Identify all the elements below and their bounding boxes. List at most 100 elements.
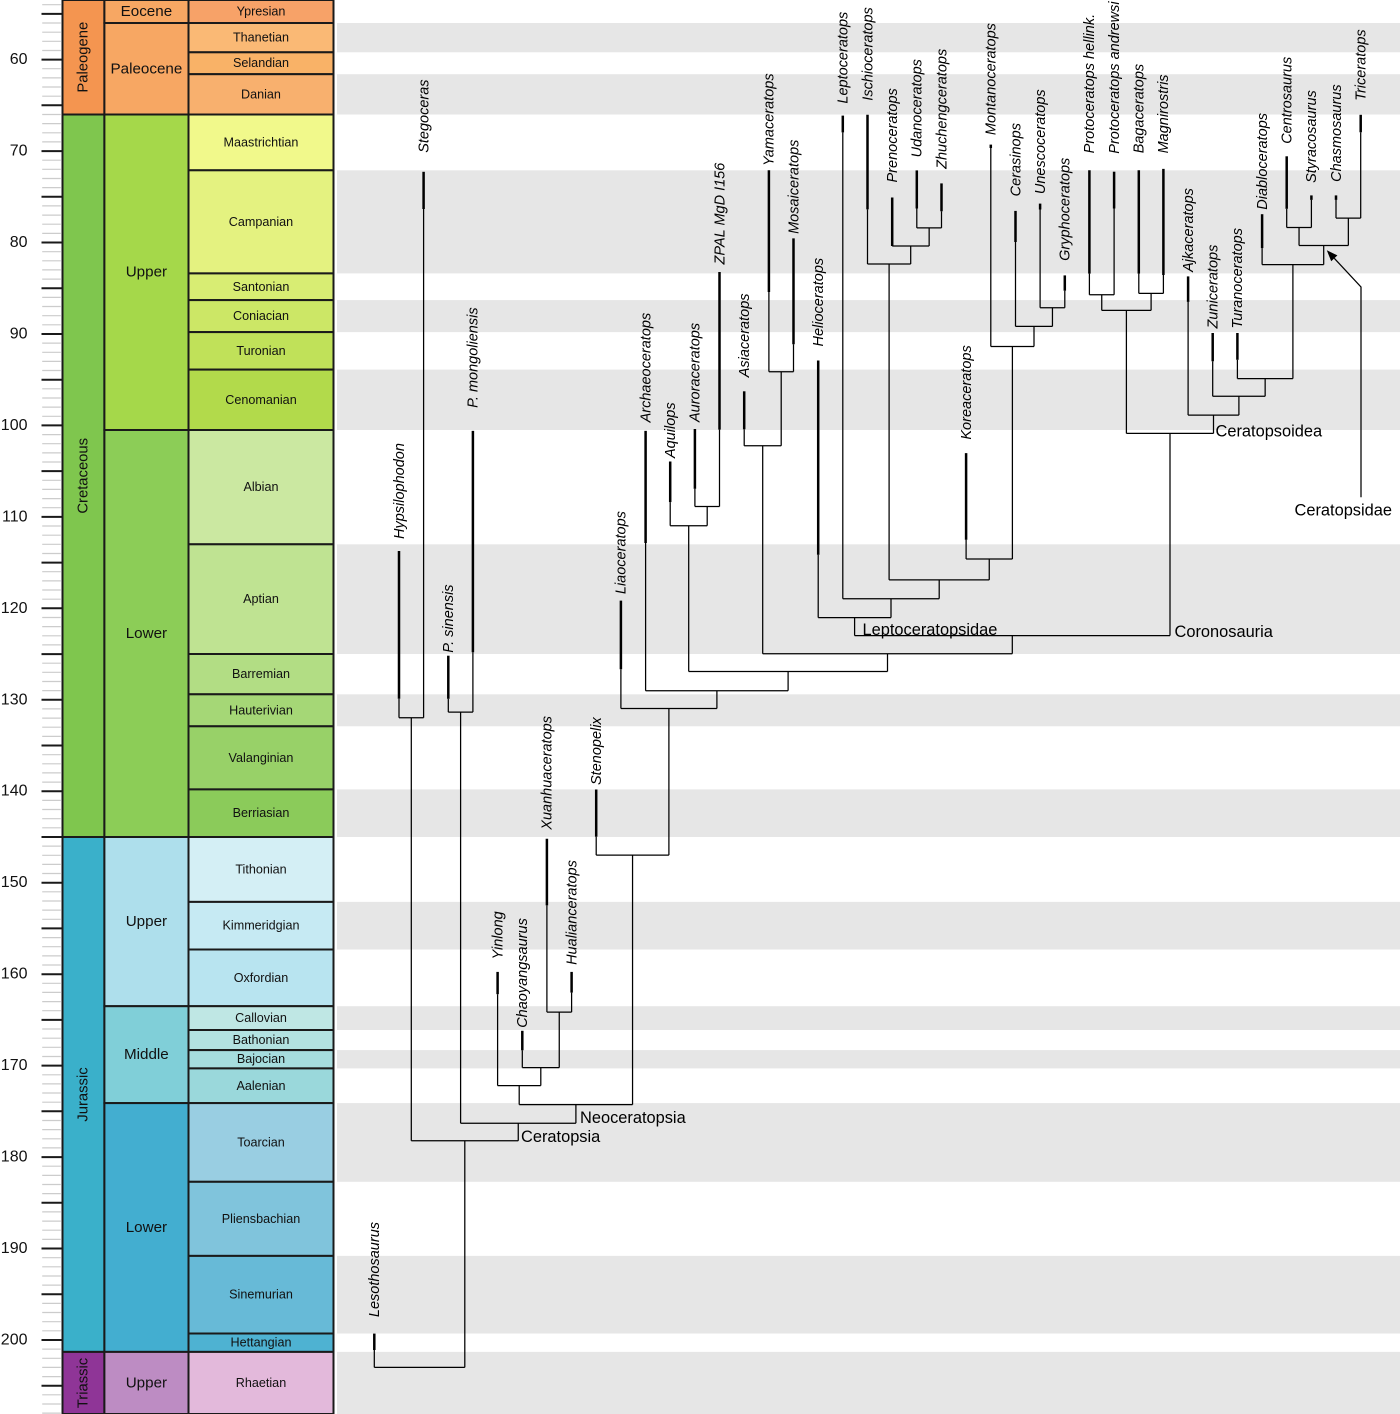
svg-text:Stenopelix: Stenopelix: [589, 717, 605, 785]
svg-text:Gryphoceratops: Gryphoceratops: [1058, 158, 1074, 261]
svg-text:Eocene: Eocene: [121, 3, 173, 20]
svg-text:Ajkaceratops: Ajkaceratops: [1181, 188, 1197, 273]
svg-text:Valanginian: Valanginian: [229, 751, 294, 765]
svg-text:Ypresian: Ypresian: [237, 5, 286, 19]
svg-text:Bathonian: Bathonian: [233, 1033, 290, 1047]
svg-text:Zhuchengceratops: Zhuchengceratops: [934, 49, 950, 170]
svg-text:200: 200: [1, 1332, 28, 1349]
svg-text:Coniacian: Coniacian: [233, 309, 289, 323]
svg-text:Triceratops: Triceratops: [1354, 29, 1370, 100]
svg-text:Upper: Upper: [126, 264, 167, 281]
svg-text:Protoceratops andrewsi: Protoceratops andrewsi: [1107, 1, 1123, 154]
svg-text:Lesothosaurus: Lesothosaurus: [367, 1222, 383, 1317]
svg-text:Montanoceratops: Montanoceratops: [984, 23, 1000, 135]
svg-text:Aalenian: Aalenian: [236, 1079, 285, 1093]
svg-text:100: 100: [1, 417, 28, 434]
svg-text:Cretaceous: Cretaceous: [76, 438, 92, 514]
svg-text:Koreaceratops: Koreaceratops: [959, 345, 975, 439]
svg-text:150: 150: [1, 874, 28, 891]
svg-text:Neoceratopsia: Neoceratopsia: [580, 1109, 687, 1127]
svg-text:Udanoceratops: Udanoceratops: [910, 59, 926, 157]
svg-text:Yamaceratops: Yamaceratops: [762, 73, 778, 165]
svg-text:Liaoceratops: Liaoceratops: [614, 511, 630, 594]
svg-text:Cerasinops: Cerasinops: [1008, 123, 1024, 196]
svg-text:Asiaceratops: Asiaceratops: [737, 293, 753, 378]
svg-text:Pliensbachian: Pliensbachian: [222, 1212, 300, 1226]
svg-text:Oxfordian: Oxfordian: [234, 971, 289, 985]
svg-text:Toarcian: Toarcian: [237, 1135, 285, 1149]
svg-text:110: 110: [2, 508, 28, 525]
svg-text:Stegoceras: Stegoceras: [416, 79, 432, 152]
svg-text:70: 70: [10, 143, 28, 160]
svg-text:Mosaiceratops: Mosaiceratops: [786, 140, 802, 234]
svg-text:80: 80: [10, 234, 28, 251]
svg-text:Santonian: Santonian: [233, 280, 290, 294]
svg-text:Turanoceratops: Turanoceratops: [1230, 228, 1246, 328]
svg-text:Ceratopsidae: Ceratopsidae: [1295, 502, 1393, 520]
svg-text:P. sinensis: P. sinensis: [441, 584, 457, 652]
svg-text:Sinemurian: Sinemurian: [229, 1288, 293, 1302]
svg-text:130: 130: [1, 691, 28, 708]
svg-text:Middle: Middle: [124, 1046, 169, 1063]
svg-text:Upper: Upper: [126, 913, 167, 930]
svg-text:Danian: Danian: [241, 87, 281, 101]
svg-text:Hauterivian: Hauterivian: [229, 703, 293, 717]
svg-text:Berriasian: Berriasian: [233, 806, 290, 820]
svg-text:Archaeoceratops: Archaeoceratops: [638, 313, 654, 424]
svg-text:Ischioceratops: Ischioceratops: [860, 7, 876, 101]
svg-text:ZPAL MgD I156: ZPAL MgD I156: [712, 162, 728, 266]
svg-text:Rhaetian: Rhaetian: [236, 1376, 286, 1390]
svg-text:Xuanhuaceratops: Xuanhuaceratops: [540, 716, 556, 831]
svg-text:Coronosauria: Coronosauria: [1175, 623, 1274, 641]
svg-text:140: 140: [1, 783, 28, 800]
svg-text:Kimmeridgian: Kimmeridgian: [223, 919, 300, 933]
svg-text:190: 190: [1, 1240, 28, 1257]
svg-text:Magnirostris: Magnirostris: [1156, 74, 1172, 153]
svg-text:Barremian: Barremian: [232, 667, 290, 681]
svg-text:Ceratopsia: Ceratopsia: [521, 1128, 601, 1146]
svg-text:Hualianceratops: Hualianceratops: [564, 860, 580, 965]
svg-text:Hypsilophodon: Hypsilophodon: [392, 443, 408, 539]
svg-text:90: 90: [10, 326, 28, 343]
svg-text:160: 160: [1, 966, 28, 983]
svg-text:Campanian: Campanian: [229, 215, 293, 229]
svg-text:Tithonian: Tithonian: [235, 863, 286, 877]
svg-text:Bagaceratops: Bagaceratops: [1132, 64, 1148, 153]
svg-text:Chaoyangsaurus: Chaoyangsaurus: [515, 918, 531, 1028]
svg-text:Turonian: Turonian: [236, 344, 285, 358]
svg-text:Aptian: Aptian: [243, 592, 279, 606]
svg-text:Hettangian: Hettangian: [231, 1336, 292, 1350]
svg-text:180: 180: [1, 1149, 28, 1166]
svg-text:Bajocian: Bajocian: [237, 1052, 285, 1066]
svg-text:Albian: Albian: [243, 480, 278, 494]
svg-text:Centrosaurus: Centrosaurus: [1280, 57, 1296, 144]
svg-text:60: 60: [10, 51, 28, 68]
svg-text:Jurassic: Jurassic: [76, 1067, 92, 1122]
svg-text:Triassic: Triassic: [76, 1357, 92, 1408]
svg-text:Maastrichtian: Maastrichtian: [224, 135, 299, 149]
svg-text:120: 120: [1, 600, 28, 617]
svg-text:Protoceratops hellink.: Protoceratops hellink.: [1082, 14, 1098, 153]
svg-text:Diabloceratops: Diabloceratops: [1255, 113, 1271, 210]
svg-text:Styracosaurus: Styracosaurus: [1304, 90, 1320, 183]
svg-text:Lower: Lower: [126, 1219, 167, 1236]
svg-text:170: 170: [1, 1057, 28, 1074]
svg-text:Helioceratops: Helioceratops: [811, 258, 827, 347]
svg-text:Callovian: Callovian: [235, 1011, 287, 1025]
svg-text:Prenoceratops: Prenoceratops: [885, 88, 901, 182]
svg-text:Leptoceratops: Leptoceratops: [836, 12, 852, 104]
svg-text:Leptoceratopsidae: Leptoceratopsidae: [863, 621, 998, 639]
svg-text:Thanetian: Thanetian: [233, 31, 289, 45]
svg-text:Yinlong: Yinlong: [490, 911, 506, 959]
svg-text:Zuniceratops: Zuniceratops: [1206, 245, 1222, 330]
svg-text:Unescoceratops: Unescoceratops: [1033, 89, 1049, 194]
svg-text:Cenomanian: Cenomanian: [225, 393, 296, 407]
svg-text:Upper: Upper: [126, 1375, 167, 1392]
svg-text:Ceratopsoidea: Ceratopsoidea: [1216, 423, 1323, 441]
svg-text:Selandian: Selandian: [233, 56, 289, 70]
svg-text:P. mongoliensis: P. mongoliensis: [466, 307, 482, 408]
svg-text:Paleogene: Paleogene: [76, 22, 92, 93]
svg-text:Auroraceratops: Auroraceratops: [688, 323, 704, 423]
svg-text:Aquilops: Aquilops: [663, 402, 679, 459]
svg-text:Paleocene: Paleocene: [111, 60, 183, 77]
